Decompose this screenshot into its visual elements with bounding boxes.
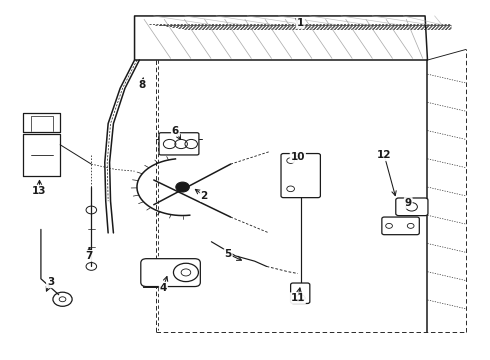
Text: 7: 7 [85,251,93,261]
Text: 9: 9 [405,198,412,208]
Text: 4: 4 [160,283,167,293]
Text: 6: 6 [172,126,179,136]
FancyBboxPatch shape [159,133,199,155]
Text: 2: 2 [200,191,208,201]
Text: 11: 11 [291,293,305,303]
Text: 12: 12 [377,150,392,160]
Text: 13: 13 [32,186,47,195]
FancyBboxPatch shape [291,283,310,303]
FancyBboxPatch shape [382,217,419,235]
Text: 3: 3 [47,277,54,287]
Circle shape [176,182,189,192]
Text: 5: 5 [224,249,232,259]
FancyBboxPatch shape [396,198,428,216]
Text: 10: 10 [291,152,305,162]
FancyBboxPatch shape [141,259,200,287]
FancyBboxPatch shape [281,154,320,198]
Text: 1: 1 [296,18,304,28]
Text: 8: 8 [138,80,146,90]
